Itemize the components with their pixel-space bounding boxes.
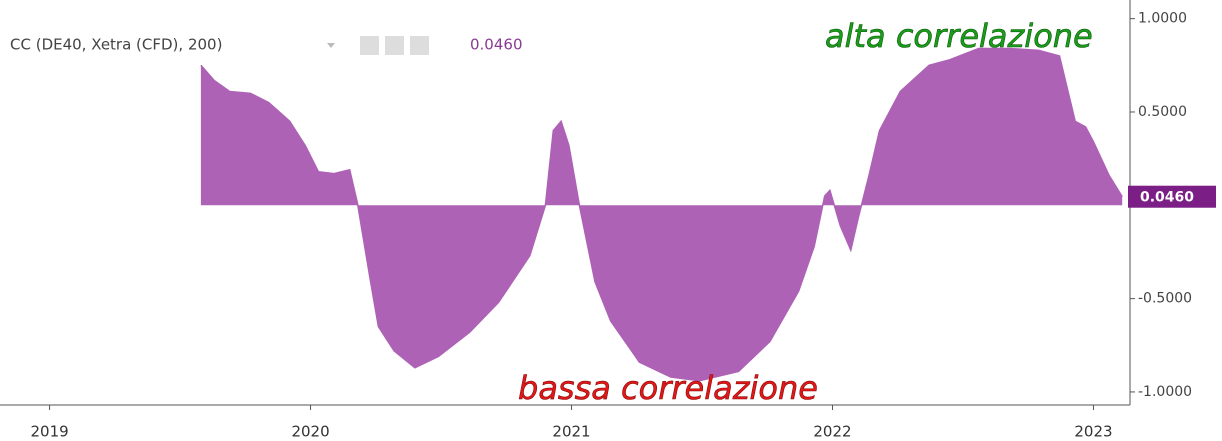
area-line: [200, 47, 1123, 382]
y-tick-label: 0.5000: [1138, 104, 1187, 120]
settings-icon[interactable]: [385, 36, 404, 55]
annotation-high: alta correlazione: [825, 17, 1093, 55]
x-tick-label: 2020: [291, 423, 329, 441]
y-tick-label: -0.5000: [1138, 291, 1192, 307]
y-tick-label: 1.0000: [1138, 11, 1187, 27]
x-tick-label: 2019: [30, 423, 68, 441]
legend-label: CC (DE40, Xetra (CFD), 200): [10, 36, 222, 54]
last-value-label: 0.0460: [1140, 190, 1194, 206]
close-icon[interactable]: [410, 36, 429, 55]
x-tick-label: 2023: [1074, 423, 1112, 441]
annotation-low: bassa correlazione: [518, 369, 818, 407]
y-tick-label: -1.0000: [1138, 384, 1192, 400]
x-tick-label: 2021: [552, 423, 590, 441]
area-fill: [200, 48, 1123, 381]
dropdown-arrow[interactable]: [327, 43, 335, 48]
eye-icon[interactable]: [360, 36, 379, 55]
header: CC (DE40, Xetra (CFD), 200) 0.0460: [10, 36, 523, 55]
x-tick-label: 2022: [813, 423, 851, 441]
last-value-badge: [1128, 185, 1216, 208]
legend-value: 0.0460: [470, 36, 523, 54]
